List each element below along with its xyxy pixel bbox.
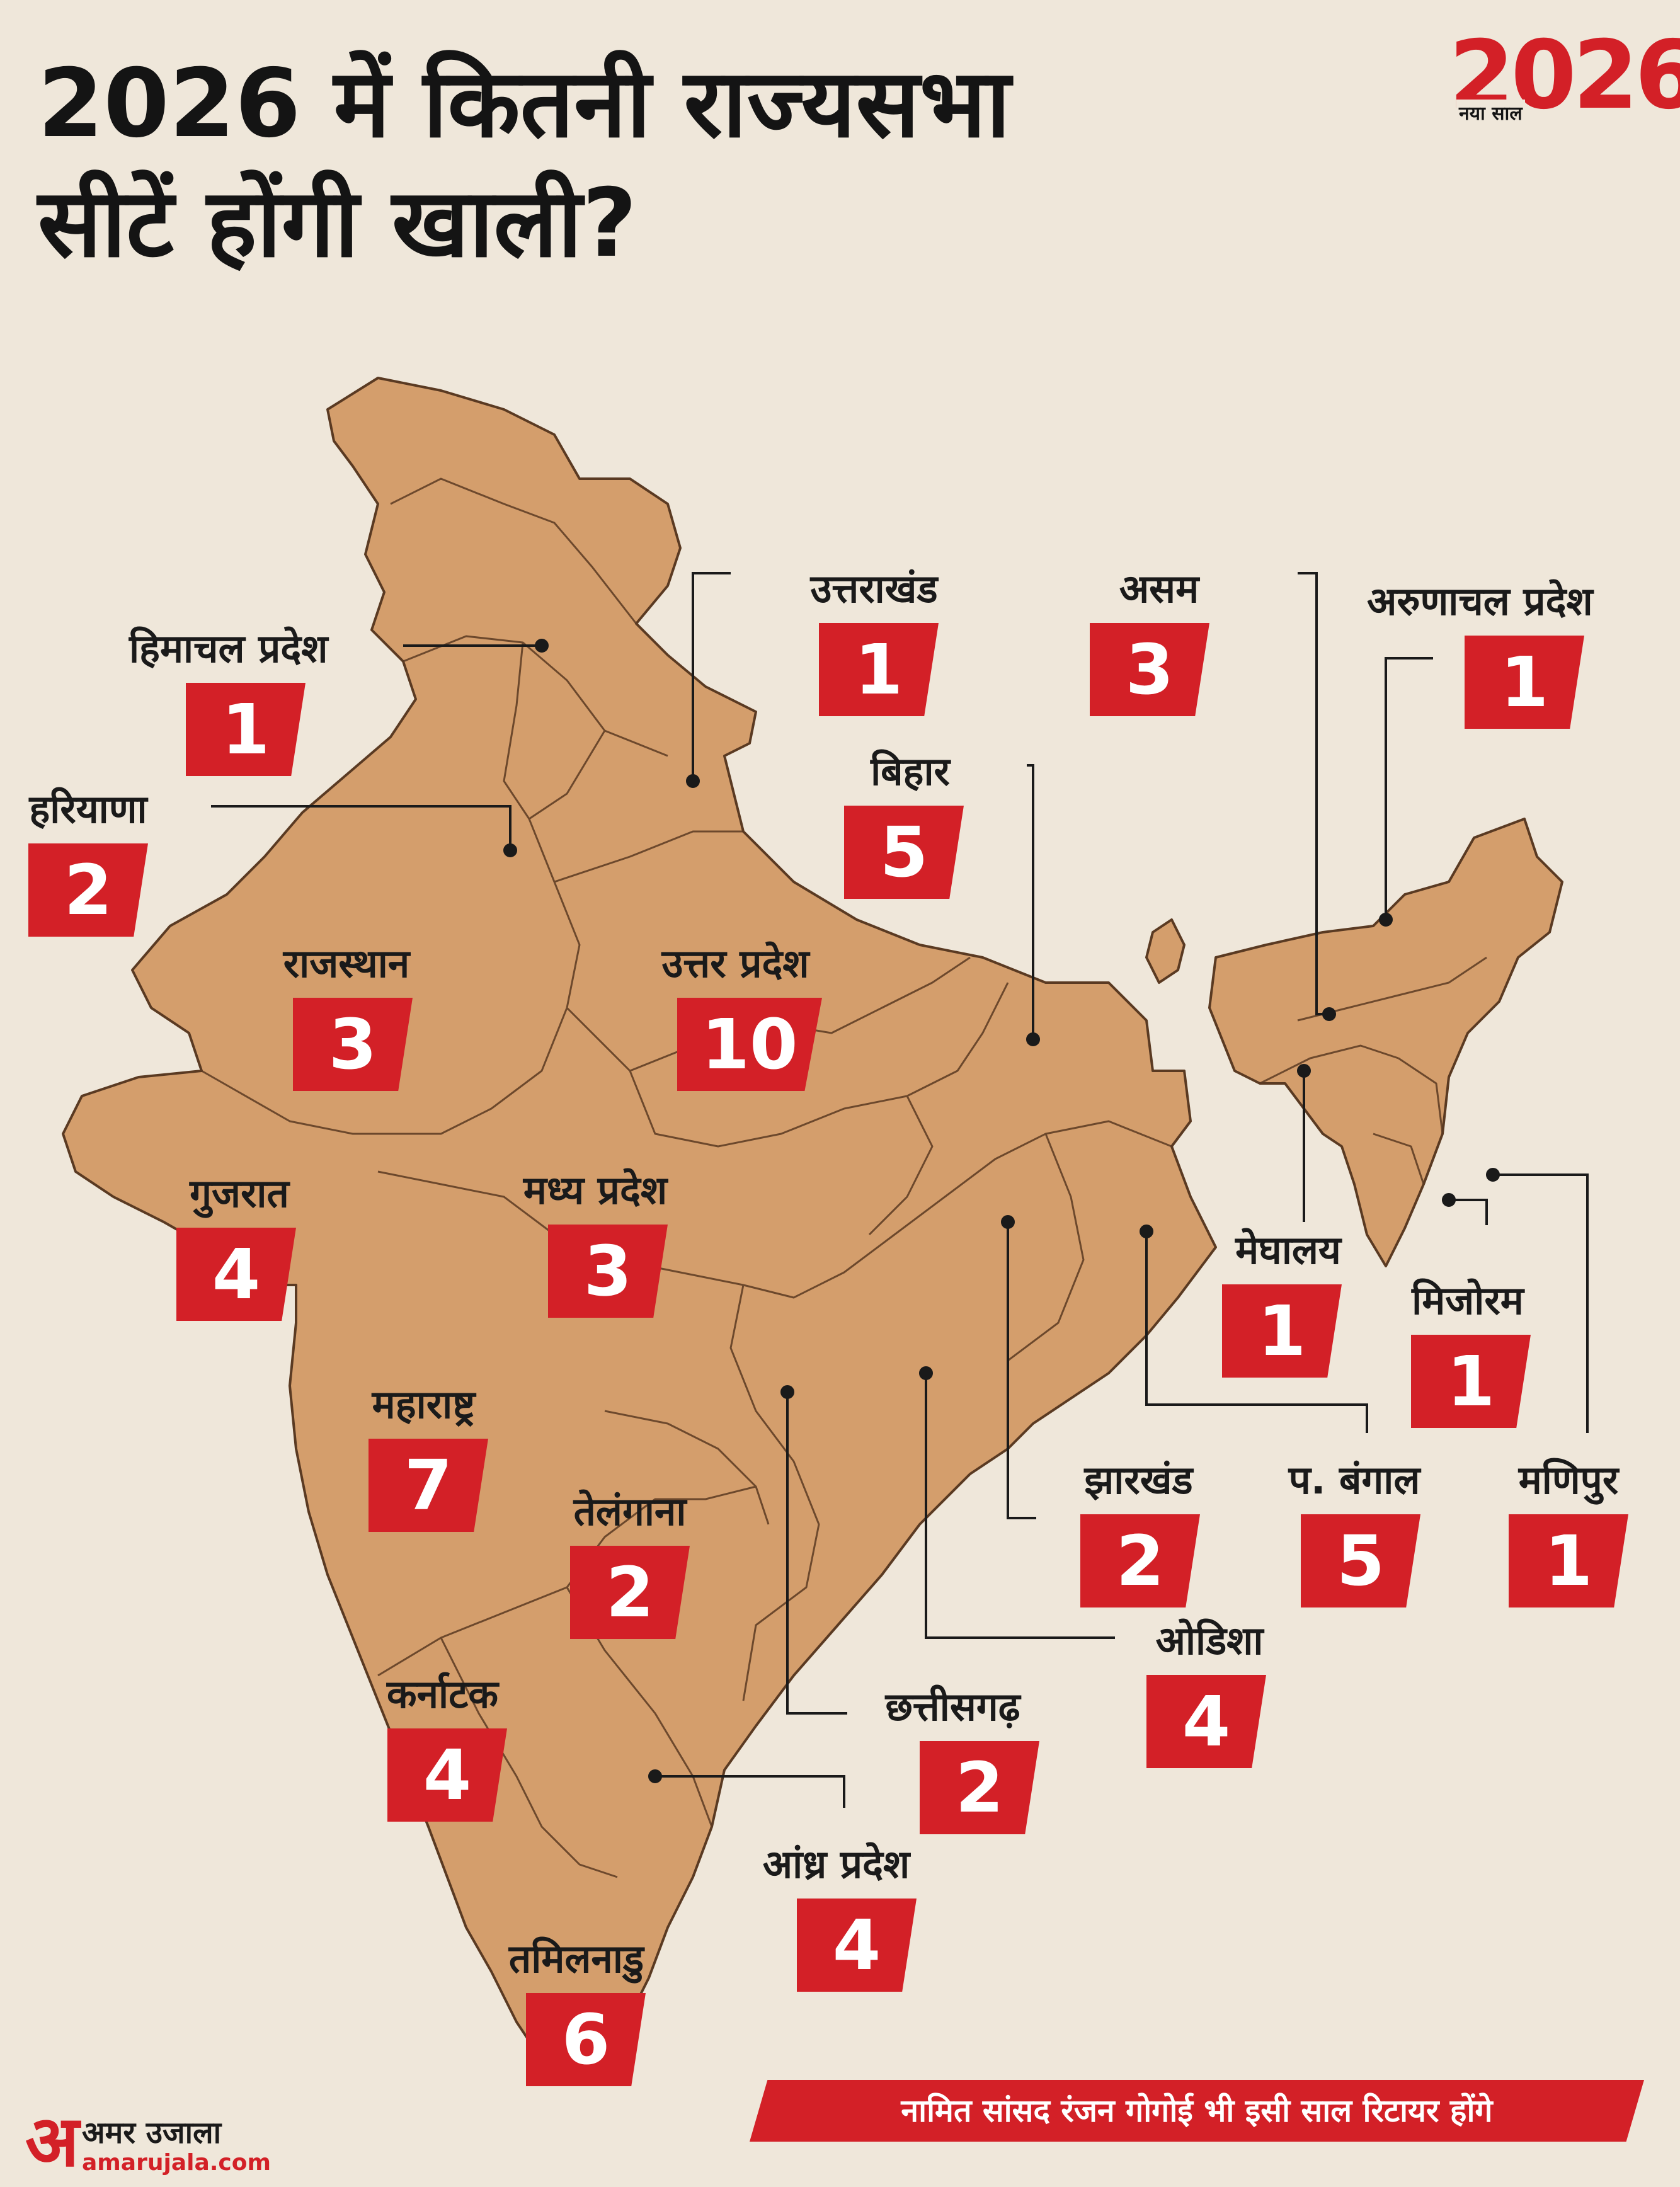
seat-count: 4 xyxy=(176,1228,296,1321)
state-name: छत्तीसगढ़ xyxy=(885,1684,1020,1730)
northeast-outline xyxy=(1208,818,1563,1267)
seat-count: 6 xyxy=(526,1993,646,2086)
state-name: अरुणाचल प्रदेश xyxy=(1367,578,1593,624)
state-chhattisgarh: छत्तीसगढ़ 2 xyxy=(866,1682,1039,1834)
state-manipur: मणिपुर 1 xyxy=(1509,1455,1628,1607)
state-name: मेघालय xyxy=(1235,1227,1341,1273)
seat-count: 3 xyxy=(548,1225,668,1318)
state-name: तमिलनाडु xyxy=(508,1936,644,1982)
state-meghalaya: मेघालय 1 xyxy=(1222,1225,1342,1378)
state-name: हिमाचल प्रदेश xyxy=(129,625,328,671)
seat-count: 5 xyxy=(1301,1514,1420,1607)
seat-count: 7 xyxy=(369,1439,488,1532)
state-arunachal-pradesh: अरुणाचल प्रदेश 1 xyxy=(1367,576,1593,729)
state-rajasthan: राजस्थान 3 xyxy=(280,939,413,1091)
seat-count: 10 xyxy=(677,998,822,1091)
state-telangana: तेलंगाना 2 xyxy=(570,1487,690,1639)
logo-website: amarujala.com xyxy=(82,2150,271,2176)
seat-count: 1 xyxy=(1509,1514,1628,1607)
state-andhra-pradesh: आंध्र प्रदेश 4 xyxy=(756,1839,917,1992)
seat-count: 2 xyxy=(1080,1514,1200,1607)
state-name: मणिपुर xyxy=(1518,1457,1619,1503)
state-madhya-pradesh: मध्य प्रदेश 3 xyxy=(523,1165,668,1318)
state-name: प. बंगाल xyxy=(1288,1457,1420,1503)
sikkim-outline xyxy=(1145,918,1186,984)
state-bihar: बिहार 5 xyxy=(844,746,964,899)
state-name: तेलंगाना xyxy=(573,1488,687,1534)
state-name: असम xyxy=(1119,566,1199,612)
logo-name: अमर उजाला xyxy=(82,2115,222,2150)
state-tamil-nadu: तमिलनाडु 6 xyxy=(507,1934,646,2086)
state-mizoram: मिजोरम 1 xyxy=(1405,1276,1531,1428)
seat-count: 1 xyxy=(1465,636,1584,729)
seat-count: 5 xyxy=(844,806,964,899)
state-maharashtra: महाराष्ट्र 7 xyxy=(359,1379,488,1532)
seat-count: 1 xyxy=(1411,1335,1531,1428)
state-name: उत्तर प्रदेश xyxy=(661,940,809,986)
state-west-bengal: प. बंगाल 5 xyxy=(1288,1455,1420,1607)
state-himachal-pradesh: हिमाचल प्रदेश 1 xyxy=(129,624,328,776)
state-name: झारखंड xyxy=(1084,1457,1193,1503)
seat-count: 1 xyxy=(186,683,306,776)
state-assam: असम 3 xyxy=(1090,564,1209,716)
state-uttarakhand: उत्तराखंड 1 xyxy=(809,564,939,716)
state-name: महाराष्ट्र xyxy=(372,1381,476,1427)
state-haryana: हरियाणा 2 xyxy=(28,784,148,937)
footer-note: नामित सांसद रंजन गोगोई भी इसी साल रिटायर… xyxy=(750,2080,1644,2142)
state-name: राजस्थान xyxy=(283,940,410,986)
state-jharkhand: झारखंड 2 xyxy=(1077,1455,1200,1607)
state-uttar-pradesh: उत्तर प्रदेश 10 xyxy=(649,939,822,1091)
seat-count: 2 xyxy=(28,843,148,937)
state-odisha: ओडिशा 4 xyxy=(1146,1616,1266,1768)
state-name: मध्य प्रदेश xyxy=(523,1167,668,1213)
state-name: उत्तराखंड xyxy=(810,566,938,612)
state-name: बिहार xyxy=(871,748,950,794)
state-name: मिजोरम xyxy=(1412,1277,1524,1323)
state-gujarat: गुजरात 4 xyxy=(176,1168,296,1321)
state-karnataka: कर्नाटक 4 xyxy=(378,1669,507,1822)
page-title: 2026 में कितनी राज्यसभा सीटें होंगी खाली… xyxy=(38,44,1392,283)
title-line-1: 2026 में कितनी राज्यसभा xyxy=(38,49,1011,159)
seat-count: 1 xyxy=(819,623,939,716)
seat-count: 1 xyxy=(1222,1284,1342,1378)
logo-mark: अ xyxy=(25,2101,79,2183)
seat-count: 2 xyxy=(570,1546,690,1639)
state-name: हरियाणा xyxy=(29,786,147,832)
seat-count: 4 xyxy=(387,1728,507,1822)
badge-subtitle: नया साल xyxy=(1456,100,1525,125)
seat-count: 4 xyxy=(797,1899,917,1992)
state-name: गुजरात xyxy=(190,1170,289,1216)
amar-ujala-logo: अ अमर उजाला amarujala.com xyxy=(25,2104,296,2186)
seat-count: 3 xyxy=(293,998,413,1091)
state-name: आंध्र प्रदेश xyxy=(762,1841,910,1887)
seat-count: 4 xyxy=(1146,1675,1266,1768)
state-name: ओडिशा xyxy=(1155,1618,1264,1664)
seat-count: 2 xyxy=(920,1741,1039,1834)
seat-count: 3 xyxy=(1090,623,1209,716)
new-year-badge: 2026 नया साल xyxy=(1449,25,1680,132)
state-name: कर्नाटक xyxy=(387,1671,498,1717)
title-line-2: सीटें होंगी खाली? xyxy=(38,169,637,278)
